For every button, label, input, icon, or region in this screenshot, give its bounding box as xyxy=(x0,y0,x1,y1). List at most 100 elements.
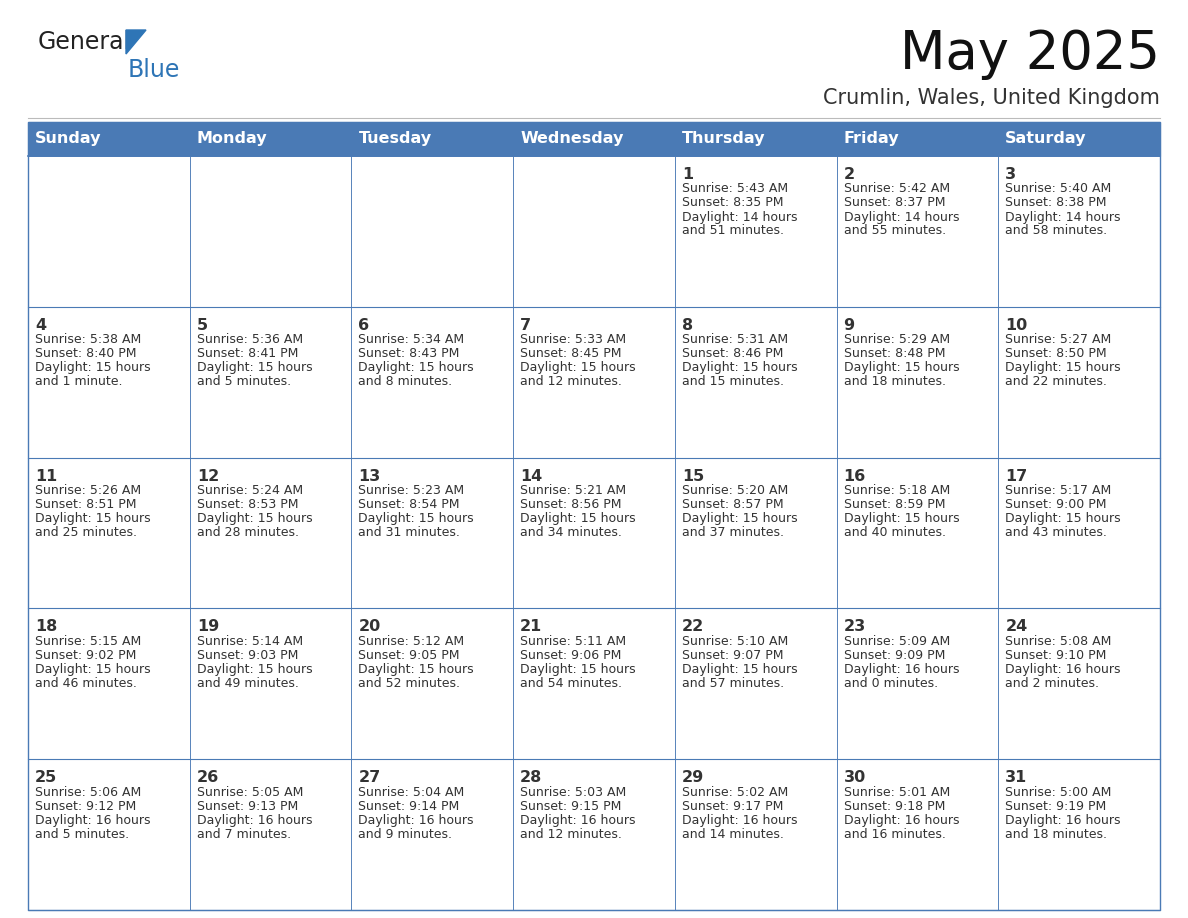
Text: Sunrise: 5:38 AM: Sunrise: 5:38 AM xyxy=(34,333,141,346)
Bar xyxy=(29,759,190,910)
Text: and 15 minutes.: and 15 minutes. xyxy=(682,375,784,388)
Text: Sunrise: 5:18 AM: Sunrise: 5:18 AM xyxy=(843,484,950,498)
Text: Sunset: 8:35 PM: Sunset: 8:35 PM xyxy=(682,196,783,209)
Text: Daylight: 15 hours: Daylight: 15 hours xyxy=(843,512,959,525)
Text: 1: 1 xyxy=(682,167,693,182)
Text: Sunrise: 5:34 AM: Sunrise: 5:34 AM xyxy=(359,333,465,346)
Bar xyxy=(836,156,998,307)
Text: Sunset: 8:37 PM: Sunset: 8:37 PM xyxy=(843,196,946,209)
Text: and 7 minutes.: and 7 minutes. xyxy=(197,828,291,841)
Bar xyxy=(29,307,190,457)
Text: Sunset: 8:56 PM: Sunset: 8:56 PM xyxy=(520,498,621,511)
Text: 4: 4 xyxy=(34,318,46,333)
Text: Sunrise: 5:21 AM: Sunrise: 5:21 AM xyxy=(520,484,626,498)
Bar xyxy=(836,759,998,910)
Bar xyxy=(513,759,675,910)
Text: and 43 minutes.: and 43 minutes. xyxy=(1005,526,1107,539)
Text: Saturday: Saturday xyxy=(1005,131,1087,147)
Text: 22: 22 xyxy=(682,620,704,634)
Text: and 58 minutes.: and 58 minutes. xyxy=(1005,225,1107,238)
Bar xyxy=(998,156,1159,307)
Text: Sunset: 9:17 PM: Sunset: 9:17 PM xyxy=(682,800,783,812)
Text: and 25 minutes.: and 25 minutes. xyxy=(34,526,137,539)
Text: Daylight: 16 hours: Daylight: 16 hours xyxy=(1005,813,1120,827)
Text: Sunset: 8:40 PM: Sunset: 8:40 PM xyxy=(34,347,137,360)
Bar xyxy=(513,457,675,609)
Bar xyxy=(836,609,998,759)
Text: Sunset: 9:18 PM: Sunset: 9:18 PM xyxy=(843,800,944,812)
Text: and 0 minutes.: and 0 minutes. xyxy=(843,677,937,690)
Text: Sunset: 9:09 PM: Sunset: 9:09 PM xyxy=(843,649,944,662)
Text: 31: 31 xyxy=(1005,770,1028,785)
Text: 18: 18 xyxy=(34,620,57,634)
Text: Sunset: 9:06 PM: Sunset: 9:06 PM xyxy=(520,649,621,662)
Bar xyxy=(513,609,675,759)
Text: and 5 minutes.: and 5 minutes. xyxy=(34,828,129,841)
Text: Sunrise: 5:27 AM: Sunrise: 5:27 AM xyxy=(1005,333,1112,346)
Bar xyxy=(836,122,998,156)
Text: 12: 12 xyxy=(197,468,219,484)
Text: Daylight: 15 hours: Daylight: 15 hours xyxy=(682,663,797,676)
Text: and 12 minutes.: and 12 minutes. xyxy=(520,828,623,841)
Text: Tuesday: Tuesday xyxy=(359,131,431,147)
Text: Daylight: 15 hours: Daylight: 15 hours xyxy=(1005,362,1121,375)
Text: 27: 27 xyxy=(359,770,380,785)
Bar xyxy=(29,457,190,609)
Bar xyxy=(675,609,836,759)
Text: Sunrise: 5:23 AM: Sunrise: 5:23 AM xyxy=(359,484,465,498)
Text: and 28 minutes.: and 28 minutes. xyxy=(197,526,298,539)
Text: Daylight: 15 hours: Daylight: 15 hours xyxy=(197,512,312,525)
Text: Daylight: 16 hours: Daylight: 16 hours xyxy=(682,813,797,827)
Text: Daylight: 16 hours: Daylight: 16 hours xyxy=(1005,663,1120,676)
Text: 11: 11 xyxy=(34,468,57,484)
Text: and 49 minutes.: and 49 minutes. xyxy=(197,677,298,690)
Text: Daylight: 15 hours: Daylight: 15 hours xyxy=(197,663,312,676)
Text: Sunset: 8:48 PM: Sunset: 8:48 PM xyxy=(843,347,946,360)
Text: 17: 17 xyxy=(1005,468,1028,484)
Bar xyxy=(190,156,352,307)
Text: May 2025: May 2025 xyxy=(901,28,1159,80)
Text: Sunset: 8:41 PM: Sunset: 8:41 PM xyxy=(197,347,298,360)
Text: Daylight: 15 hours: Daylight: 15 hours xyxy=(520,663,636,676)
Text: 10: 10 xyxy=(1005,318,1028,333)
Text: Sunrise: 5:08 AM: Sunrise: 5:08 AM xyxy=(1005,635,1112,648)
Polygon shape xyxy=(126,30,146,54)
Text: Daylight: 16 hours: Daylight: 16 hours xyxy=(520,813,636,827)
Text: Sunset: 8:59 PM: Sunset: 8:59 PM xyxy=(843,498,946,511)
Text: Sunset: 8:50 PM: Sunset: 8:50 PM xyxy=(1005,347,1107,360)
Text: 29: 29 xyxy=(682,770,704,785)
Text: 7: 7 xyxy=(520,318,531,333)
Text: and 14 minutes.: and 14 minutes. xyxy=(682,828,784,841)
Text: Daylight: 14 hours: Daylight: 14 hours xyxy=(1005,210,1120,223)
Bar xyxy=(998,307,1159,457)
Text: Sunrise: 5:36 AM: Sunrise: 5:36 AM xyxy=(197,333,303,346)
Text: Daylight: 16 hours: Daylight: 16 hours xyxy=(359,813,474,827)
Text: Crumlin, Wales, United Kingdom: Crumlin, Wales, United Kingdom xyxy=(823,88,1159,108)
Bar xyxy=(352,156,513,307)
Bar xyxy=(190,307,352,457)
Bar xyxy=(29,122,1159,910)
Bar xyxy=(190,609,352,759)
Text: Daylight: 16 hours: Daylight: 16 hours xyxy=(843,813,959,827)
Text: Sunset: 8:53 PM: Sunset: 8:53 PM xyxy=(197,498,298,511)
Text: Daylight: 15 hours: Daylight: 15 hours xyxy=(359,663,474,676)
Text: Sunrise: 5:14 AM: Sunrise: 5:14 AM xyxy=(197,635,303,648)
Text: Daylight: 15 hours: Daylight: 15 hours xyxy=(520,512,636,525)
Text: and 52 minutes.: and 52 minutes. xyxy=(359,677,461,690)
Text: 9: 9 xyxy=(843,318,854,333)
Text: Sunrise: 5:20 AM: Sunrise: 5:20 AM xyxy=(682,484,788,498)
Text: Sunrise: 5:40 AM: Sunrise: 5:40 AM xyxy=(1005,183,1112,196)
Text: and 12 minutes.: and 12 minutes. xyxy=(520,375,623,388)
Text: 15: 15 xyxy=(682,468,704,484)
Text: 19: 19 xyxy=(197,620,219,634)
Bar xyxy=(513,307,675,457)
Text: and 40 minutes.: and 40 minutes. xyxy=(843,526,946,539)
Text: Sunrise: 5:00 AM: Sunrise: 5:00 AM xyxy=(1005,786,1112,799)
Bar xyxy=(836,457,998,609)
Bar xyxy=(998,457,1159,609)
Bar xyxy=(513,156,675,307)
Text: Sunset: 9:12 PM: Sunset: 9:12 PM xyxy=(34,800,137,812)
Text: 3: 3 xyxy=(1005,167,1017,182)
Text: Sunrise: 5:04 AM: Sunrise: 5:04 AM xyxy=(359,786,465,799)
Text: Monday: Monday xyxy=(197,131,267,147)
